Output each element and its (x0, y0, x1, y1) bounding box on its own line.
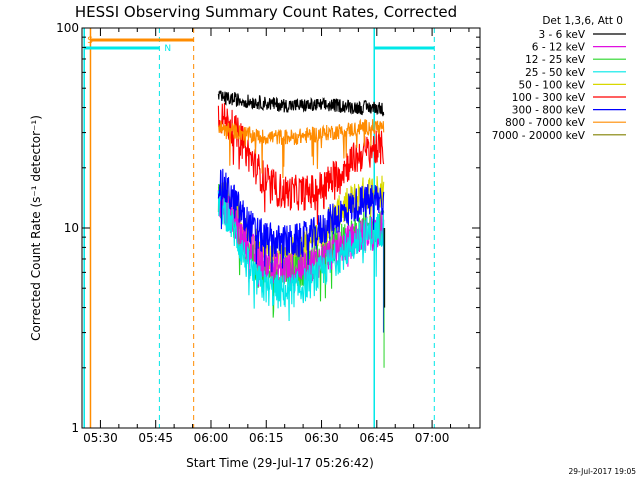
axes: 05:30 05:45 06:00 06:15 06:30 06:45 07:00 1 10 10… (56, 21, 481, 445)
series-line-6-12-kev (217, 189, 385, 294)
x-tick-label: 06:00 (194, 431, 229, 445)
y-tick-label: 100 (56, 21, 79, 35)
flag-label: N (164, 44, 171, 54)
legend-label: 100 - 300 keV (512, 92, 586, 104)
x-tick-label: 07:00 (415, 431, 450, 445)
legend-label: 300 - 800 keV (512, 105, 586, 117)
x-axis-label: Start Time (29-Jul-17 05:26:42) (186, 456, 374, 470)
x-tick-label: 06:45 (360, 431, 395, 445)
series-line-300-800-kev (217, 168, 385, 273)
legend-label: 12 - 25 keV (525, 54, 586, 66)
y-tick-label: 10 (64, 221, 79, 235)
flag-label: S (87, 36, 93, 46)
chart-title: HESSI Observing Summary Count Rates, Cor… (75, 3, 457, 21)
legend-title: Det 1,3,6, Att 0 (542, 15, 623, 27)
series-line-3-6-kev (217, 89, 385, 117)
series-line-800-7000-kev (217, 118, 385, 179)
series-line-100-300-kev (217, 102, 385, 225)
x-tick-label: 06:15 (249, 431, 284, 445)
plot-frame (81, 27, 481, 429)
legend-label: 7000 - 20000 keV (492, 130, 586, 142)
legend-label: 3 - 6 keV (538, 29, 585, 41)
legend-label: 6 - 12 keV (532, 42, 586, 54)
series-layer (217, 89, 386, 368)
y-axis-label: Corrected Count Rate (s⁻¹ detector⁻¹) (29, 115, 43, 341)
series-line-25-50-kev (217, 188, 385, 322)
x-tick-label: 05:45 (138, 431, 173, 445)
x-tick-label: 05:30 (83, 431, 118, 445)
legend-label: 800 - 7000 keV (505, 117, 586, 129)
y-tick-label: 1 (71, 421, 79, 435)
x-tick-label: 06:30 (304, 431, 339, 445)
legend-label: 25 - 50 keV (525, 67, 586, 79)
footer-timestamp: 29-Jul-2017 19:05 (568, 467, 636, 476)
legend-label: 50 - 100 keV (518, 79, 585, 91)
